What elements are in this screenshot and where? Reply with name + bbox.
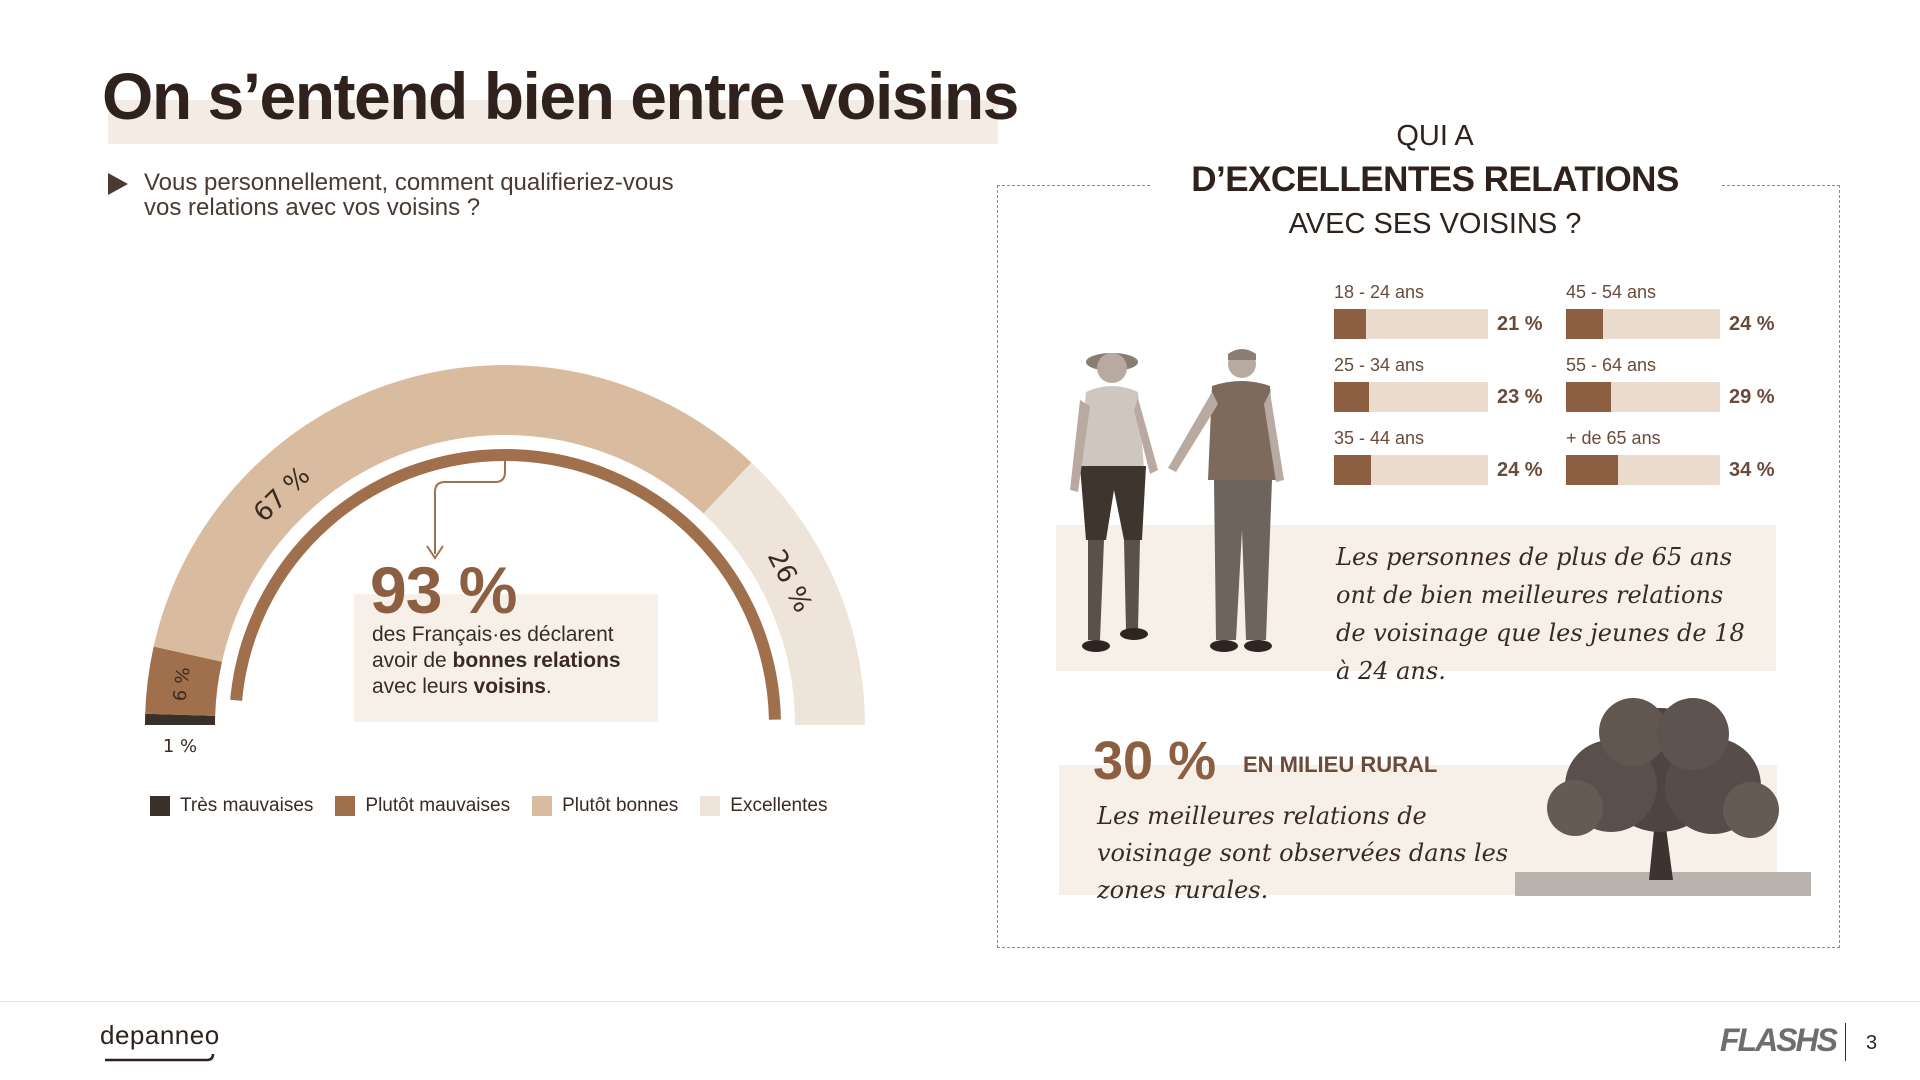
legend-label: Plutôt mauvaises	[365, 795, 511, 816]
legend-swatch	[335, 796, 356, 816]
title-highlight	[108, 100, 998, 144]
callout-line3-bold: voisins	[473, 675, 546, 698]
age-bar: 45 - 54 ans 24 %	[1566, 282, 1806, 339]
age-bar-track	[1566, 309, 1720, 339]
page-number: 3	[1866, 1032, 1878, 1054]
callout-text: des Français·es déclarent avoir de bonne…	[372, 622, 662, 700]
legend-label: Très mauvaises	[180, 795, 314, 816]
age-bar-value: 23 %	[1497, 385, 1543, 408]
age-bar-fill	[1334, 382, 1370, 412]
age-bar-track	[1566, 455, 1720, 485]
legend-swatch	[150, 796, 170, 816]
age-bar-fill	[1334, 309, 1367, 339]
age-bar-label: 35 - 44 ans	[1334, 428, 1425, 448]
insight-text: Les personnes de plus de 65 ans ont de b…	[1336, 543, 1745, 685]
age-bar-track	[1334, 455, 1488, 485]
age-bar: + de 65 ans 34 %	[1566, 428, 1806, 485]
age-bar-track	[1566, 382, 1720, 412]
triangle-bullet-icon	[108, 173, 128, 195]
logo-swoosh-icon	[105, 1053, 215, 1062]
elderly-couple-photo	[1070, 349, 1284, 652]
age-bar-label: 25 - 34 ans	[1334, 355, 1425, 375]
depanneo-logo: depanneo	[100, 1020, 220, 1050]
age-bar-label: 18 - 24 ans	[1334, 282, 1425, 302]
gauge-chart: 1 %6 %67 %26 %	[145, 365, 865, 757]
callout-line2-bold: bonnes relations	[452, 649, 621, 672]
insight-box	[1056, 525, 1776, 671]
footer-separator	[1845, 1023, 1846, 1061]
bonnes-relations-arc	[230, 449, 781, 720]
legend-swatch	[532, 796, 553, 816]
legend-label: Excellentes	[730, 795, 828, 816]
age-bar-value: 34 %	[1729, 458, 1775, 481]
age-bar-label: 55 - 64 ans	[1566, 355, 1657, 375]
age-bar-label: + de 65 ans	[1566, 428, 1661, 448]
legend-swatch	[700, 796, 721, 816]
footer-divider	[0, 1001, 1920, 1002]
gauge-label: 1 %	[163, 736, 197, 757]
callout-line3: avec leurs	[372, 675, 474, 698]
legend-item: Plutôt mauvaises	[335, 795, 510, 817]
panel-title-line3: AVEC SES VOISINS ?	[1288, 208, 1582, 240]
panel-title-line1: QUI A	[1396, 120, 1474, 152]
flashs-logo: FLASHS	[1720, 1022, 1838, 1058]
gauge-segment	[153, 365, 752, 662]
age-bar-track	[1334, 382, 1488, 412]
age-bar: 25 - 34 ans 23 %	[1334, 355, 1574, 412]
age-bar-value: 29 %	[1729, 385, 1775, 408]
age-bar: 35 - 44 ans 24 %	[1334, 428, 1574, 485]
gauge-legend: Très mauvaises Plutôt mauvaises Plutôt b…	[150, 795, 827, 817]
age-bar-track	[1334, 309, 1488, 339]
age-bar-fill	[1334, 455, 1371, 485]
callout-box	[354, 594, 658, 722]
legend-label: Plutôt bonnes	[562, 795, 679, 816]
callout-line3-end: .	[545, 675, 552, 698]
question-text: Vous personnellement, comment qualifieri…	[144, 169, 674, 221]
callout-line1: des Français·es déclarent	[372, 623, 614, 646]
tree-photo	[1515, 698, 1811, 896]
panel-title-gap	[1150, 178, 1720, 194]
rural-text: Les meilleures relations de voisinage so…	[1097, 802, 1509, 904]
age-bar-fill	[1566, 309, 1603, 339]
callout-arrow-icon	[426, 545, 444, 560]
age-bar-label: 45 - 54 ans	[1566, 282, 1657, 302]
gauge-label: 6 %	[170, 666, 195, 703]
rural-value: 30 %	[1093, 731, 1217, 791]
survey-question: Vous personnellement, comment qualifieri…	[108, 170, 704, 220]
page-title: On s’entend bien entre voisins	[102, 59, 1019, 133]
gauge-segment	[145, 646, 222, 716]
age-bar-value: 24 %	[1497, 458, 1543, 481]
age-bar: 55 - 64 ans 29 %	[1566, 355, 1806, 412]
age-bar-value: 24 %	[1729, 312, 1775, 335]
gauge-segment	[703, 462, 865, 725]
rural-label: EN MILIEU RURAL	[1243, 752, 1438, 777]
gauge-segment	[145, 713, 216, 725]
age-bar-value: 21 %	[1497, 312, 1543, 335]
age-bar-fill	[1566, 382, 1611, 412]
callout-value: 93 %	[370, 553, 517, 627]
callout-line2: avoir de	[372, 649, 453, 672]
legend-item: Excellentes	[700, 795, 827, 817]
age-bar-fill	[1566, 455, 1619, 485]
callout-connector	[434, 449, 506, 554]
panel-title-line2: D’EXCELLENTES RELATIONS	[1191, 160, 1679, 199]
legend-item: Plutôt bonnes	[532, 795, 678, 817]
age-bar: 18 - 24 ans 21 %	[1334, 282, 1574, 339]
legend-item: Très mauvaises	[150, 795, 313, 817]
